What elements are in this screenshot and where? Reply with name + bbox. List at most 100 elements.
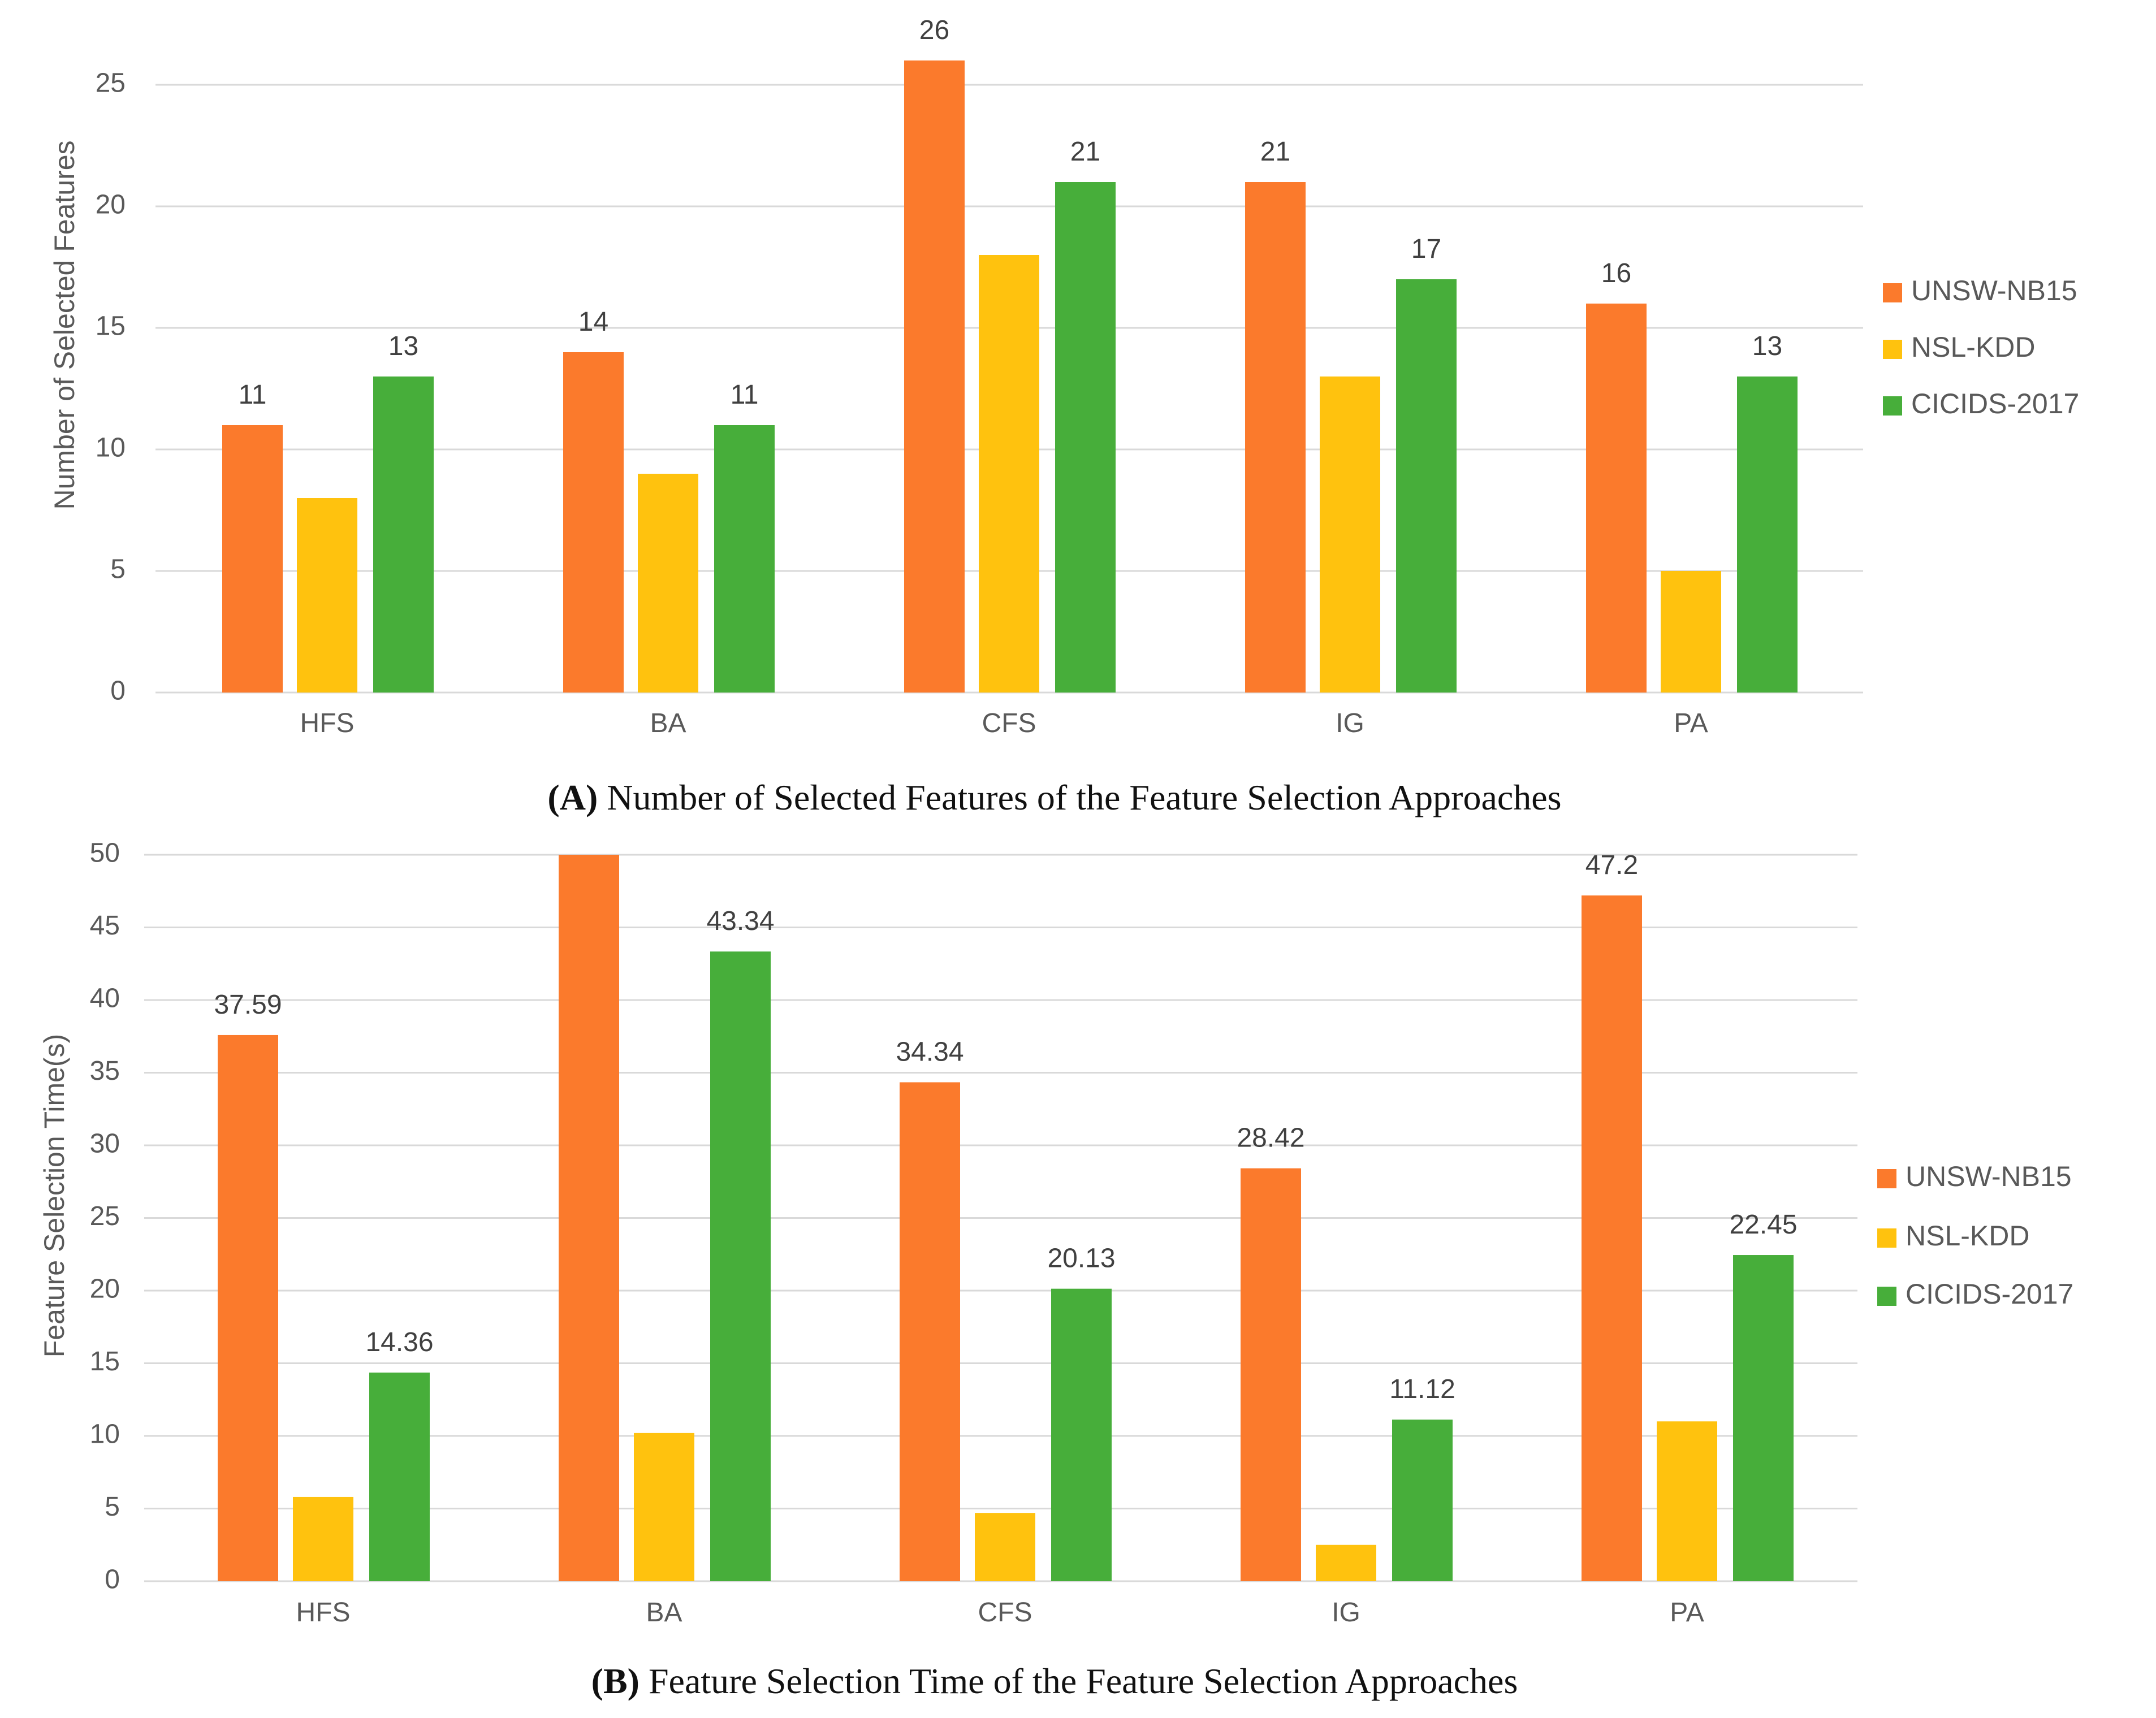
bar-nsl-kdd-pa bbox=[1661, 571, 1721, 693]
data-label: 37.59 bbox=[214, 990, 282, 1020]
chart-b-data-labels: 37.59 14.36 43.34 34.34 20.13 28.42 11.12 47.2 2… bbox=[214, 850, 1797, 1404]
y-tick-label: 0 bbox=[110, 676, 126, 706]
legend-swatch bbox=[1883, 396, 1902, 416]
bar-nsl-kdd-hfs bbox=[293, 1496, 353, 1581]
chart-b-title: Feature Selection Time of the Feature Se… bbox=[649, 1661, 1518, 1701]
legend-item: UNSW-NB15 bbox=[1883, 275, 2077, 306]
data-label: 14 bbox=[578, 307, 608, 337]
x-tick-label: HFS bbox=[300, 708, 355, 738]
legend-item: UNSW-NB15 bbox=[1877, 1161, 2072, 1192]
data-label: 13 bbox=[388, 331, 418, 361]
chart-a-caption-prefix: (A) bbox=[547, 777, 598, 817]
y-tick-label: 40 bbox=[90, 984, 120, 1014]
chart-b-caption-prefix: (B) bbox=[591, 1661, 640, 1701]
data-label: 13 bbox=[1752, 331, 1782, 361]
data-label: 47.2 bbox=[1585, 850, 1638, 880]
bar-unsw-nb15-hfs bbox=[222, 425, 283, 693]
bar-unsw-nb15-ba bbox=[563, 352, 624, 693]
x-tick-label: CFS bbox=[978, 1598, 1032, 1628]
x-tick-label: IG bbox=[1336, 708, 1364, 738]
bar-nsl-kdd-pa bbox=[1657, 1421, 1717, 1581]
chart-a-data-labels: 11 13 14 11 26 21 21 17 16 13 bbox=[239, 15, 1783, 410]
chart-a-x-ticks: HFS BA CFS IG PA bbox=[300, 708, 1708, 738]
legend-item: NSL-KDD bbox=[1877, 1220, 2029, 1252]
x-tick-label: HFS bbox=[296, 1598, 351, 1628]
y-tick-label: 35 bbox=[90, 1056, 120, 1086]
legend-label: UNSW-NB15 bbox=[1911, 275, 2077, 306]
bar-cicids-2017-ba bbox=[714, 425, 775, 693]
legend-swatch bbox=[1877, 1228, 1896, 1248]
bar-nsl-kdd-hfs bbox=[297, 498, 357, 693]
y-tick-label: 50 bbox=[90, 838, 120, 868]
data-label: 11 bbox=[239, 380, 267, 410]
x-tick-label: PA bbox=[1674, 708, 1708, 738]
bar-cicids-2017-cfs bbox=[1051, 1288, 1112, 1581]
data-label: 26 bbox=[919, 15, 949, 45]
bar-unsw-nb15-ig bbox=[1241, 1168, 1301, 1581]
bar-nsl-kdd-ig bbox=[1320, 377, 1380, 693]
legend-label: CICIDS-2017 bbox=[1906, 1278, 2073, 1310]
bar-nsl-kdd-cfs bbox=[975, 1513, 1035, 1581]
data-label: 43.34 bbox=[706, 906, 774, 936]
chart-a-y-ticks: 0 5 10 15 20 25 bbox=[96, 68, 126, 706]
chart-b-caption: (B) Feature Selection Time of the Featur… bbox=[591, 1661, 1518, 1701]
bar-cicids-2017-ba bbox=[710, 951, 771, 1581]
y-tick-label: 10 bbox=[90, 1420, 120, 1449]
chart-a: 11 13 14 11 26 21 21 17 16 13 0 5 10 15 20 25 HFS BA CFS… bbox=[49, 15, 2079, 817]
chart-a-bars bbox=[222, 60, 1798, 693]
bar-cicids-2017-ig bbox=[1392, 1420, 1453, 1581]
data-label: 22.45 bbox=[1729, 1210, 1797, 1240]
legend-swatch bbox=[1883, 340, 1902, 359]
bar-nsl-kdd-ba bbox=[638, 474, 698, 693]
legend-label: UNSW-NB15 bbox=[1906, 1161, 2072, 1192]
y-tick-label: 5 bbox=[105, 1492, 120, 1522]
bar-unsw-nb15-cfs bbox=[904, 60, 965, 693]
legend-swatch bbox=[1877, 1169, 1896, 1188]
chart-a-title: Number of Selected Features of the Featu… bbox=[607, 777, 1561, 817]
bar-unsw-nb15-ig bbox=[1245, 182, 1306, 693]
chart-a-legend: UNSW-NB15 NSL-KDD CICIDS-2017 bbox=[1883, 275, 2079, 419]
data-label: 20.13 bbox=[1047, 1244, 1115, 1274]
legend-item: CICIDS-2017 bbox=[1877, 1278, 2073, 1310]
y-tick-label: 0 bbox=[105, 1565, 120, 1595]
data-label: 17 bbox=[1411, 234, 1441, 264]
x-tick-label: CFS bbox=[982, 708, 1036, 738]
legend-swatch bbox=[1883, 283, 1902, 302]
chart-b-x-ticks: HFS BA CFS IG PA bbox=[296, 1598, 1704, 1628]
legend-label: CICIDS-2017 bbox=[1911, 388, 2079, 419]
bar-unsw-nb15-hfs bbox=[218, 1035, 278, 1581]
chart-b-y-ticks: 0 5 10 15 20 25 30 35 40 45 50 bbox=[90, 838, 120, 1595]
y-tick-label: 30 bbox=[90, 1129, 120, 1159]
y-tick-label: 10 bbox=[96, 433, 126, 463]
y-tick-label: 15 bbox=[90, 1347, 120, 1377]
bar-cicids-2017-hfs bbox=[369, 1372, 430, 1581]
legend-swatch bbox=[1877, 1287, 1896, 1306]
x-tick-label: BA bbox=[646, 1598, 682, 1628]
data-label: 21 bbox=[1070, 137, 1100, 167]
y-tick-label: 25 bbox=[96, 68, 126, 98]
y-tick-label: 20 bbox=[90, 1274, 120, 1304]
bar-nsl-kdd-ig bbox=[1316, 1544, 1376, 1581]
bar-nsl-kdd-ba bbox=[634, 1433, 694, 1581]
data-label: 28.42 bbox=[1237, 1123, 1304, 1153]
bar-unsw-nb15-cfs bbox=[900, 1082, 960, 1581]
chart-b-bars bbox=[218, 855, 1794, 1581]
y-tick-label: 5 bbox=[110, 555, 126, 585]
bar-cicids-2017-pa bbox=[1737, 377, 1798, 693]
bar-cicids-2017-hfs bbox=[373, 377, 434, 693]
bar-cicids-2017-cfs bbox=[1055, 182, 1116, 693]
legend-item: CICIDS-2017 bbox=[1883, 388, 2079, 419]
bar-nsl-kdd-cfs bbox=[979, 255, 1039, 693]
chart-b-legend: UNSW-NB15 NSL-KDD CICIDS-2017 bbox=[1877, 1161, 2073, 1310]
data-label: 34.34 bbox=[896, 1037, 963, 1067]
data-label: 11 bbox=[731, 380, 759, 410]
legend-label: NSL-KDD bbox=[1906, 1220, 2029, 1252]
data-label: 16 bbox=[1601, 258, 1631, 288]
y-tick-label: 45 bbox=[90, 911, 120, 941]
bar-unsw-nb15-pa bbox=[1586, 304, 1647, 693]
bar-unsw-nb15-ba bbox=[559, 855, 619, 1581]
chart-a-caption: (A) Number of Selected Features of the F… bbox=[547, 777, 1561, 817]
data-label: 21 bbox=[1260, 137, 1290, 167]
x-tick-label: BA bbox=[650, 708, 686, 738]
